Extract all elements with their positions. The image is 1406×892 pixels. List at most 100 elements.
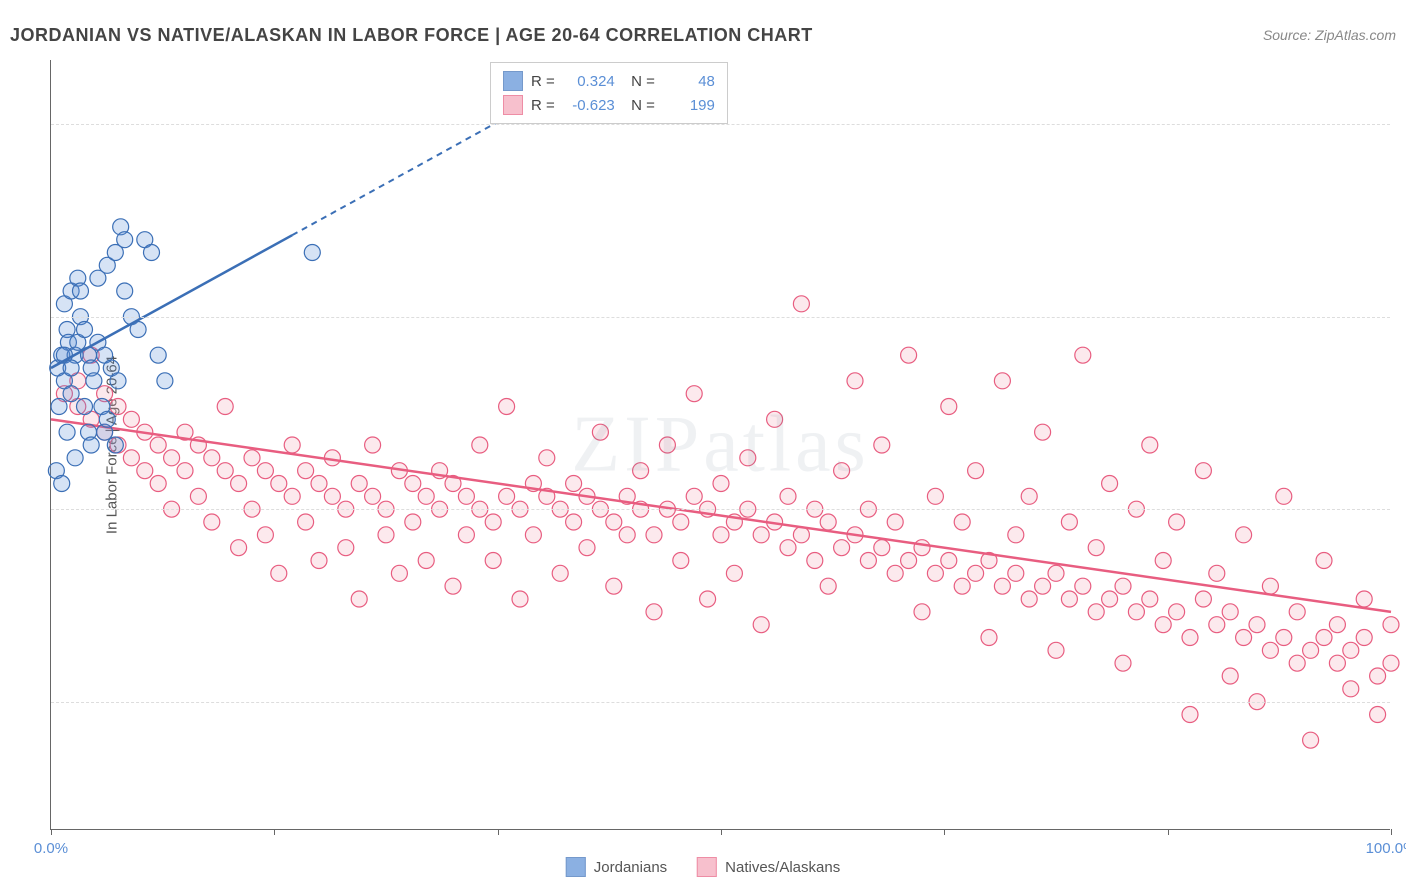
data-point: [177, 463, 193, 479]
data-point: [351, 591, 367, 607]
data-point: [190, 488, 206, 504]
data-point: [150, 476, 166, 492]
data-point: [157, 373, 173, 389]
data-point: [123, 411, 139, 427]
legend-r-value-natives: -0.623: [563, 97, 615, 114]
data-point: [726, 565, 742, 581]
legend-item-jordanians: Jordanians: [566, 857, 667, 877]
data-point: [606, 578, 622, 594]
data-point: [887, 565, 903, 581]
data-point: [968, 565, 984, 581]
data-point: [90, 270, 106, 286]
data-point: [284, 437, 300, 453]
data-point: [901, 347, 917, 363]
data-point: [391, 565, 407, 581]
data-point: [941, 553, 957, 569]
data-point: [63, 360, 79, 376]
data-point: [257, 463, 273, 479]
data-point: [1142, 437, 1158, 453]
data-point: [1102, 591, 1118, 607]
source-label: Source: ZipAtlas.com: [1263, 27, 1396, 43]
data-point: [150, 347, 166, 363]
data-point: [1048, 565, 1064, 581]
data-point: [539, 450, 555, 466]
data-point: [1102, 476, 1118, 492]
legend-swatch-natives: [503, 95, 523, 115]
data-point: [324, 488, 340, 504]
x-tick-mark: [498, 829, 499, 835]
data-point: [1021, 488, 1037, 504]
x-tick-label: 0.0%: [34, 840, 68, 857]
y-tick-label: 70.0%: [1400, 501, 1406, 518]
data-point: [1048, 642, 1064, 658]
data-point: [472, 437, 488, 453]
data-point: [686, 386, 702, 402]
data-point: [780, 488, 796, 504]
data-point: [820, 578, 836, 594]
data-point: [311, 476, 327, 492]
data-point: [1249, 617, 1265, 633]
data-point: [941, 399, 957, 415]
data-point: [994, 373, 1010, 389]
data-point: [365, 437, 381, 453]
data-point: [1088, 604, 1104, 620]
data-point: [1035, 578, 1051, 594]
data-point: [659, 437, 675, 453]
data-point: [445, 578, 461, 594]
correlation-legend: R = 0.324 N = 48 R = -0.623 N = 199: [490, 62, 728, 124]
trend-line: [51, 235, 292, 368]
data-point: [405, 476, 421, 492]
x-tick-label: 100.0%: [1366, 840, 1406, 857]
data-point: [914, 540, 930, 556]
data-point: [566, 514, 582, 530]
data-point: [700, 591, 716, 607]
data-point: [304, 245, 320, 261]
x-tick-mark: [944, 829, 945, 835]
data-point: [499, 488, 515, 504]
data-point: [1182, 707, 1198, 723]
data-point: [740, 450, 756, 466]
data-point: [1155, 617, 1171, 633]
data-point: [927, 488, 943, 504]
data-point: [780, 540, 796, 556]
data-point: [59, 424, 75, 440]
data-point: [1262, 642, 1278, 658]
data-point: [807, 553, 823, 569]
data-point: [1115, 578, 1131, 594]
x-tick-mark: [274, 829, 275, 835]
data-point: [1035, 424, 1051, 440]
data-point: [83, 437, 99, 453]
data-point: [753, 617, 769, 633]
x-tick-mark: [1391, 829, 1392, 835]
data-point: [1061, 591, 1077, 607]
data-point: [117, 232, 133, 248]
data-point: [54, 476, 70, 492]
grid-line: [51, 509, 1390, 510]
data-point: [72, 283, 88, 299]
data-point: [217, 399, 233, 415]
data-point: [646, 527, 662, 543]
data-point: [485, 514, 501, 530]
data-point: [1222, 668, 1238, 684]
data-point: [713, 476, 729, 492]
data-point: [137, 463, 153, 479]
chart-title: JORDANIAN VS NATIVE/ALASKAN IN LABOR FOR…: [10, 25, 813, 46]
data-point: [67, 450, 83, 466]
data-point: [244, 450, 260, 466]
grid-line: [51, 702, 1390, 703]
legend-label-natives: Natives/Alaskans: [725, 859, 840, 876]
data-point: [257, 527, 273, 543]
data-point: [164, 450, 180, 466]
legend-item-natives: Natives/Alaskans: [697, 857, 840, 877]
data-point: [646, 604, 662, 620]
data-point: [834, 540, 850, 556]
data-point: [860, 553, 876, 569]
data-point: [1088, 540, 1104, 556]
data-point: [271, 565, 287, 581]
series-legend: Jordanians Natives/Alaskans: [566, 857, 840, 877]
data-point: [713, 527, 729, 543]
data-point: [1169, 604, 1185, 620]
data-point: [901, 553, 917, 569]
data-point: [1061, 514, 1077, 530]
data-point: [499, 399, 515, 415]
